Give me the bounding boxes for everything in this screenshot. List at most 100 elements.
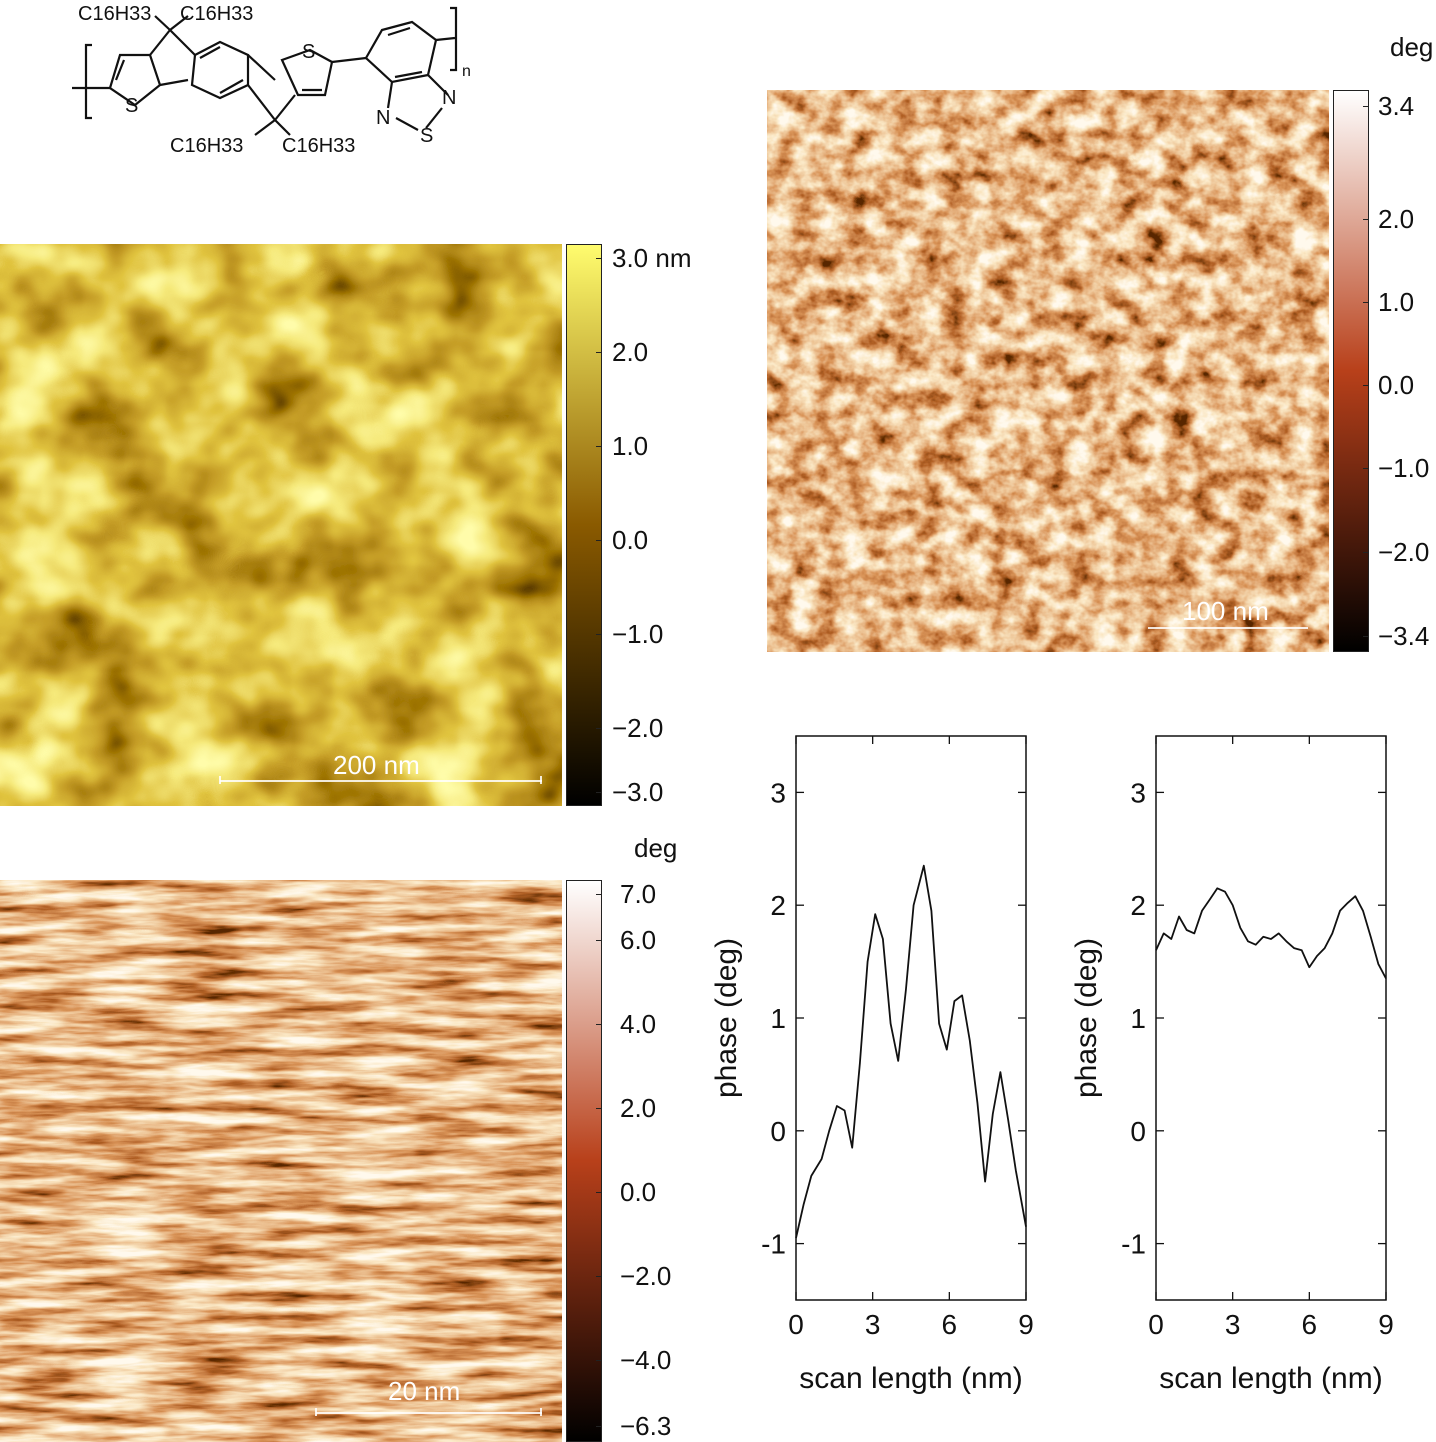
colorbar-tick: [1363, 385, 1369, 386]
phase-colorbar: [1333, 90, 1369, 652]
colorbar-tick-label: 3.4: [1378, 91, 1415, 121]
colorbar-tick: [596, 1276, 602, 1277]
atom-label: N: [442, 87, 456, 109]
plot-frame: [1155, 735, 1387, 1301]
colorbar-tick: [596, 634, 602, 635]
scale-bar-cap: [219, 776, 221, 784]
colorbar-tick-label: −1.0: [612, 619, 664, 649]
colorbar-tick: [596, 352, 602, 353]
y-tick-label: 2: [770, 890, 786, 921]
substituent-label: C16H33: [180, 3, 253, 25]
colorbar-tick-label: 0.0: [1378, 370, 1415, 400]
colorbar-tick: [1363, 302, 1369, 303]
scale-bar: [316, 1412, 542, 1414]
scale-bar: [1148, 627, 1308, 629]
y-tick-label: 1: [770, 1003, 786, 1034]
colorbar-tick-label: −6.3: [620, 1411, 672, 1441]
y-tick-label: 0: [1130, 1116, 1146, 1147]
x-axis-label: scan length (nm): [1159, 1362, 1382, 1395]
afm-phase-image-high-res: [0, 880, 562, 1442]
colorbar-tick: [596, 728, 602, 729]
x-tick-label: 6: [1302, 1309, 1318, 1340]
scale-bar-label: 20 nm: [388, 1376, 461, 1406]
colorbar-tick-label: 2.0: [620, 1093, 657, 1123]
y-tick-label: 3: [770, 777, 786, 808]
colorbar-tick: [596, 540, 602, 541]
colorbar-tick-label: −3.0: [612, 777, 664, 807]
atom-label: S: [420, 125, 433, 147]
y-tick-label: -1: [1121, 1229, 1146, 1260]
y-axis-label: phase (deg): [710, 938, 743, 1098]
colorbar-tick-label: −1.0: [1378, 453, 1430, 483]
colorbar-tick: [596, 258, 602, 259]
substituent-label: C16H33: [78, 3, 151, 25]
phase-profile-line: [1155, 887, 1387, 979]
colorbar-tick-label: 4.0: [620, 1009, 657, 1039]
colorbar-tick-label: 0.0: [620, 1177, 657, 1207]
y-tick-label: 3: [1130, 777, 1146, 808]
colorbar-tick-label: −2.0: [620, 1261, 672, 1291]
colorbar-tick: [1363, 468, 1369, 469]
x-axis-label: scan length (nm): [799, 1362, 1022, 1395]
colorbar-tick: [596, 792, 602, 793]
colorbar-unit-label: deg: [634, 833, 678, 863]
colorbar-tick-label: 2.0: [1378, 204, 1415, 234]
x-tick-label: 0: [1148, 1309, 1164, 1340]
plot-frame: [795, 735, 1027, 1301]
colorbar-tick: [596, 1360, 602, 1361]
phase-profile-line: [795, 864, 1027, 1239]
colorbar-tick: [596, 940, 602, 941]
colorbar-tick: [1363, 552, 1369, 553]
colorbar-tick: [596, 894, 602, 895]
x-tick-label: 6: [942, 1309, 958, 1340]
scale-bar: [220, 780, 542, 782]
y-tick-label: -1: [761, 1229, 786, 1260]
colorbar-tick-label: −4.0: [620, 1345, 672, 1375]
phase-colorbar: [566, 880, 602, 1442]
colorbar-tick-label: 0.0: [612, 525, 649, 555]
phase-profile-plot-2: -1 0 1 2 3 0 3 6 9 scan length (nm) phase (deg): [1070, 735, 1394, 1395]
afm-phase-image: [767, 90, 1329, 652]
colorbar-tick-label: −3.4: [1378, 621, 1430, 651]
y-axis-label: phase (deg): [1070, 938, 1103, 1098]
colorbar-unit-label: deg: [1390, 32, 1434, 62]
scale-bar-label: 200 nm: [333, 750, 420, 780]
colorbar-tick: [596, 1192, 602, 1193]
scale-bar-cap: [315, 1408, 317, 1416]
polymer-structure: C16H33 C16H33 C16H33 C16H33 S S N N S n: [72, 3, 471, 157]
colorbar-tick: [596, 1108, 602, 1109]
x-tick-label: 3: [865, 1309, 881, 1340]
y-tick-label: 0: [770, 1116, 786, 1147]
colorbar-tick: [1363, 636, 1369, 637]
afm-height-image: [0, 244, 562, 806]
colorbar-tick-label: 2.0: [612, 337, 649, 367]
colorbar-tick: [596, 446, 602, 447]
x-tick-label: 9: [1378, 1309, 1394, 1340]
atom-label: S: [125, 95, 138, 117]
height-colorbar: [566, 244, 602, 806]
scale-bar-cap: [540, 776, 542, 784]
x-tick-label: 3: [1225, 1309, 1241, 1340]
colorbar-tick: [596, 1426, 602, 1427]
repeat-unit-label: n: [462, 63, 471, 80]
colorbar-tick-label: −2.0: [1378, 537, 1430, 567]
phase-profile-plot-1: -1 0 1 2 3 0 3 6 9 scan length (nm) phase (deg): [710, 735, 1034, 1395]
colorbar-tick: [596, 1024, 602, 1025]
x-tick-label: 9: [1018, 1309, 1034, 1340]
scale-bar-label: 100 nm: [1182, 596, 1269, 626]
colorbar-tick-label: 3.0 nm: [612, 243, 692, 273]
y-tick-label: 2: [1130, 890, 1146, 921]
x-tick-label: 0: [788, 1309, 804, 1340]
scale-bar-cap: [540, 1408, 542, 1416]
substituent-label: C16H33: [170, 135, 243, 157]
atom-label: S: [302, 41, 315, 63]
colorbar-tick: [1363, 106, 1369, 107]
colorbar-tick-label: 7.0: [620, 879, 657, 909]
colorbar-tick-label: 6.0: [620, 925, 657, 955]
colorbar-tick: [1363, 219, 1369, 220]
colorbar-tick-label: 1.0: [612, 431, 649, 461]
substituent-label: C16H33: [282, 135, 355, 157]
y-tick-label: 1: [1130, 1003, 1146, 1034]
colorbar-tick-label: 1.0: [1378, 287, 1415, 317]
atom-label: N: [376, 107, 390, 129]
